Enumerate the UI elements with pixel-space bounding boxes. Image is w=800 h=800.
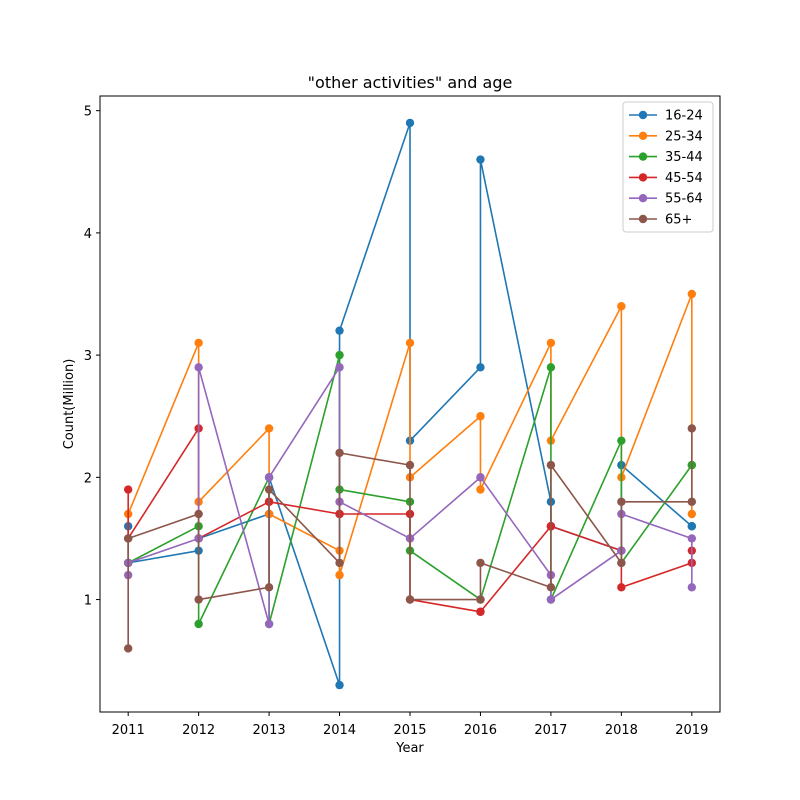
data-point-55-64 [687,583,697,592]
x-tick-label: 2012 [182,723,215,738]
y-tick-label: 5 [84,105,92,120]
data-point-25-34 [687,509,697,519]
data-point-16-24 [405,118,415,128]
x-tick-label: 2016 [464,723,497,738]
y-tick-label: 4 [84,227,92,242]
chart-title: "other activities" and age [308,73,513,92]
y-axis-label: Count(Million) [62,359,77,450]
data-point-65+ [264,485,274,494]
data-point-65+ [687,424,697,433]
legend-label: 65+ [665,213,692,228]
data-point-65+ [194,509,203,519]
x-axis: 2011 2012 2013 2014 2015 2016 2017 2018 2019 [112,712,708,738]
x-tick-label: 2017 [534,723,567,738]
x-tick-label: 2011 [112,723,145,738]
data-point-65+ [476,558,485,568]
data-point-35-44 [335,350,344,360]
data-point-65+ [194,595,203,604]
data-point-55-64 [194,363,203,372]
data-point-65+ [405,595,415,604]
data-point-65+ [264,583,274,592]
data-point-16-24 [335,326,344,335]
data-point-65+ [546,583,556,592]
y-tick-label: 3 [84,349,92,364]
data-point-45-54 [123,485,133,494]
x-tick-label: 2018 [605,723,638,738]
x-tick-label: 2019 [675,723,708,738]
data-point-65+ [476,595,485,604]
legend-label: 25-34 [665,129,703,144]
data-point-25-34 [546,338,556,348]
legend-marker-16-24 [638,110,648,120]
legend-label: 35-44 [665,150,703,165]
series-line-65+ [127,428,693,649]
data-point-65+ [546,460,556,470]
legend-marker-45-54 [638,173,648,182]
data-point-16-24 [687,522,697,531]
data-point-25-34 [687,289,697,299]
legend-marker-25-34 [638,131,648,140]
data-point-65+ [335,448,344,458]
data-point-25-34 [335,570,344,580]
data-point-55-64 [476,473,485,482]
legend-marker-55-64 [638,194,648,203]
data-point-25-34 [617,302,626,311]
x-tick-label: 2014 [323,723,356,738]
legend-marker-65+ [638,214,648,224]
data-point-25-34 [476,412,485,421]
data-point-16-24 [476,155,485,164]
data-point-65+ [405,460,415,470]
data-point-35-44 [617,436,626,445]
x-tick-label: 2015 [393,723,426,738]
legend-label: 45-54 [665,171,703,186]
legend: 16-24 25-34 35-44 45-54 55-64 65+ [622,101,714,233]
x-tick-label: 2013 [253,723,286,738]
legend-marker-35-44 [638,152,648,161]
data-point-16-24 [476,363,485,372]
y-axis: 1 2 3 4 5 [84,105,100,609]
data-point-65+ [335,558,344,568]
data-point-55-64 [264,473,274,482]
data-point-65+ [123,534,133,543]
x-axis-label: Year [395,741,424,756]
data-point-55-64 [264,619,274,629]
data-point-45-54 [476,607,485,616]
data-point-65+ [617,497,626,506]
data-point-25-34 [405,338,415,348]
data-point-25-34 [194,338,203,348]
data-point-45-54 [617,583,626,592]
data-point-35-44 [194,619,203,629]
legend-label: 16-24 [665,109,703,124]
plot-area [123,118,697,690]
data-point-25-34 [264,424,274,433]
y-tick-label: 1 [84,594,92,609]
data-point-65+ [617,558,626,568]
data-point-35-44 [546,363,556,372]
data-point-16-24 [335,680,344,690]
data-point-55-64 [687,534,697,543]
data-point-65+ [687,497,697,506]
y-tick-label: 2 [84,471,92,486]
legend-label: 55-64 [665,192,703,207]
data-point-55-64 [546,595,556,604]
data-point-65+ [123,644,133,653]
data-point-55-64 [335,363,344,372]
data-point-25-34 [476,485,485,494]
